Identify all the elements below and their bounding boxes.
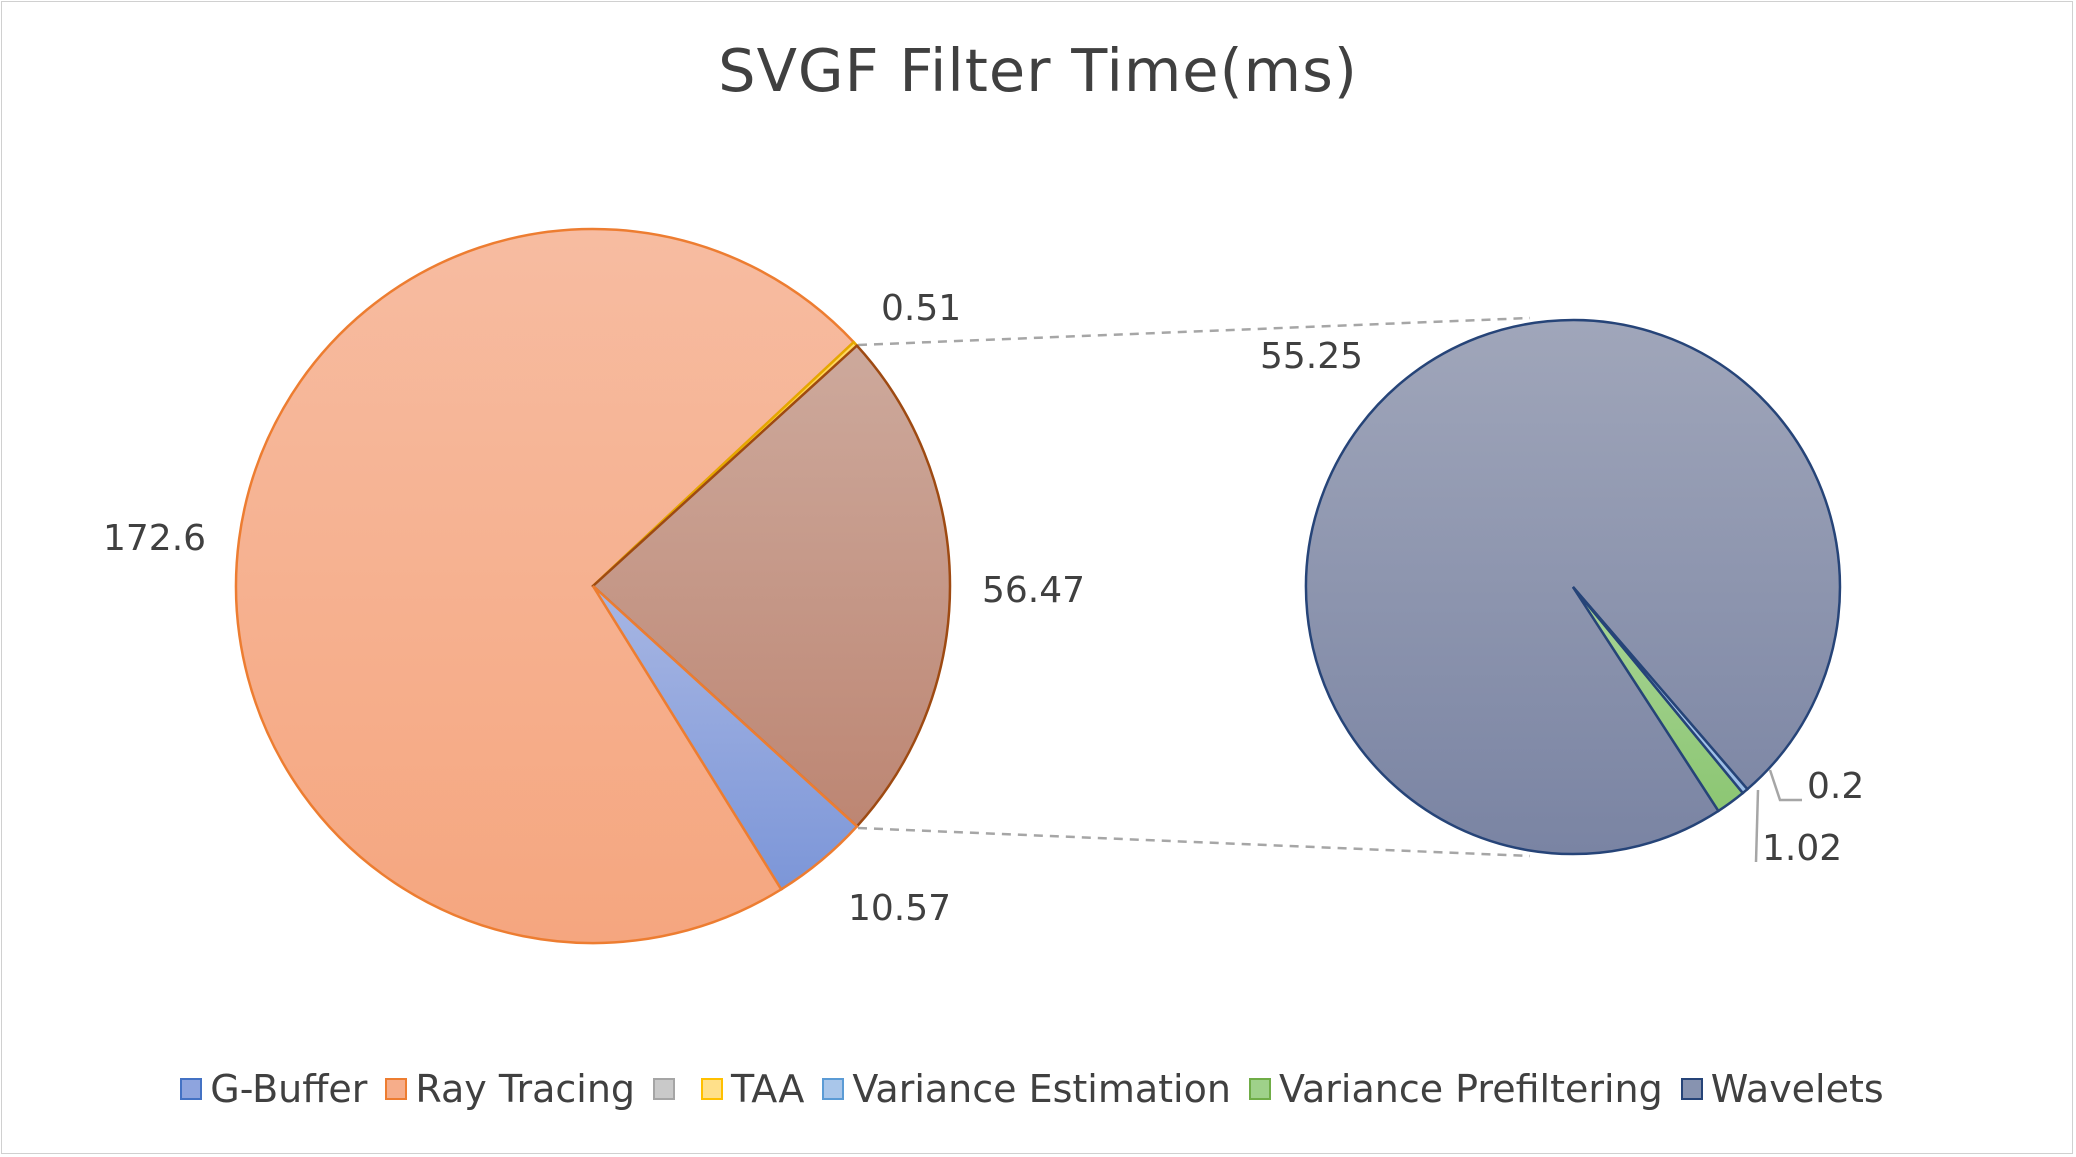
legend-item-wavelets: Wavelets (1680, 1067, 1884, 1111)
chart-title: SVGF Filter Time(ms) (718, 36, 1358, 105)
legend-label: Variance Estimation (852, 1067, 1231, 1111)
legend-swatch (822, 1078, 845, 1100)
slice-other (591, 343, 952, 829)
slice-ray-tracing (234, 227, 856, 945)
label-variance-prefiltering: 1.02 (1762, 828, 1842, 869)
legend-swatch (385, 1078, 408, 1100)
legend-item-g-buffer: G-Buffer (180, 1069, 367, 1109)
label-wavelets: 55.25 (1260, 336, 1363, 377)
leader-line-0-2 (1768, 769, 1802, 802)
legend-swatch (653, 1078, 676, 1100)
legend-label: Wavelets (1710, 1067, 1884, 1111)
connector-line-top (857, 316, 1531, 347)
legend-swatch (1248, 1078, 1271, 1100)
legend-label: G-Buffer (210, 1067, 368, 1111)
legend-item-taa: TAA (701, 1069, 804, 1109)
legend-swatch (1680, 1078, 1703, 1100)
label-0-51: 0.51 (881, 288, 961, 329)
legend-item-variance-prefiltering: Variance Prefiltering (1248, 1067, 1663, 1111)
slice-g-buffer (591, 585, 859, 892)
legend-swatch (180, 1078, 203, 1100)
label-other: 56.47 (982, 570, 1085, 611)
legend-item-unnamed (653, 1078, 683, 1100)
leader-line-1-02 (1754, 789, 1760, 863)
slice-variance-estimation (1572, 586, 1750, 795)
legend-item-variance-estimation: Variance Estimation (822, 1069, 1231, 1109)
label-variance-estimation: 0.2 (1807, 766, 1864, 807)
legend-item-ray-tracing: Ray Tracing (385, 1069, 635, 1109)
legend-label: Variance Prefiltering (1278, 1067, 1663, 1111)
connector-line-bottom (857, 826, 1531, 858)
chart-legend: G-Buffer Ray Tracing TAA Variance Estima… (0, 1064, 2076, 1114)
legend-label: Ray Tracing (415, 1067, 636, 1111)
label-g-buffer: 10.57 (848, 888, 951, 929)
label-ray-tracing: 172.6 (103, 518, 206, 559)
legend-swatch (701, 1078, 724, 1100)
legend-label: TAA (731, 1067, 805, 1111)
